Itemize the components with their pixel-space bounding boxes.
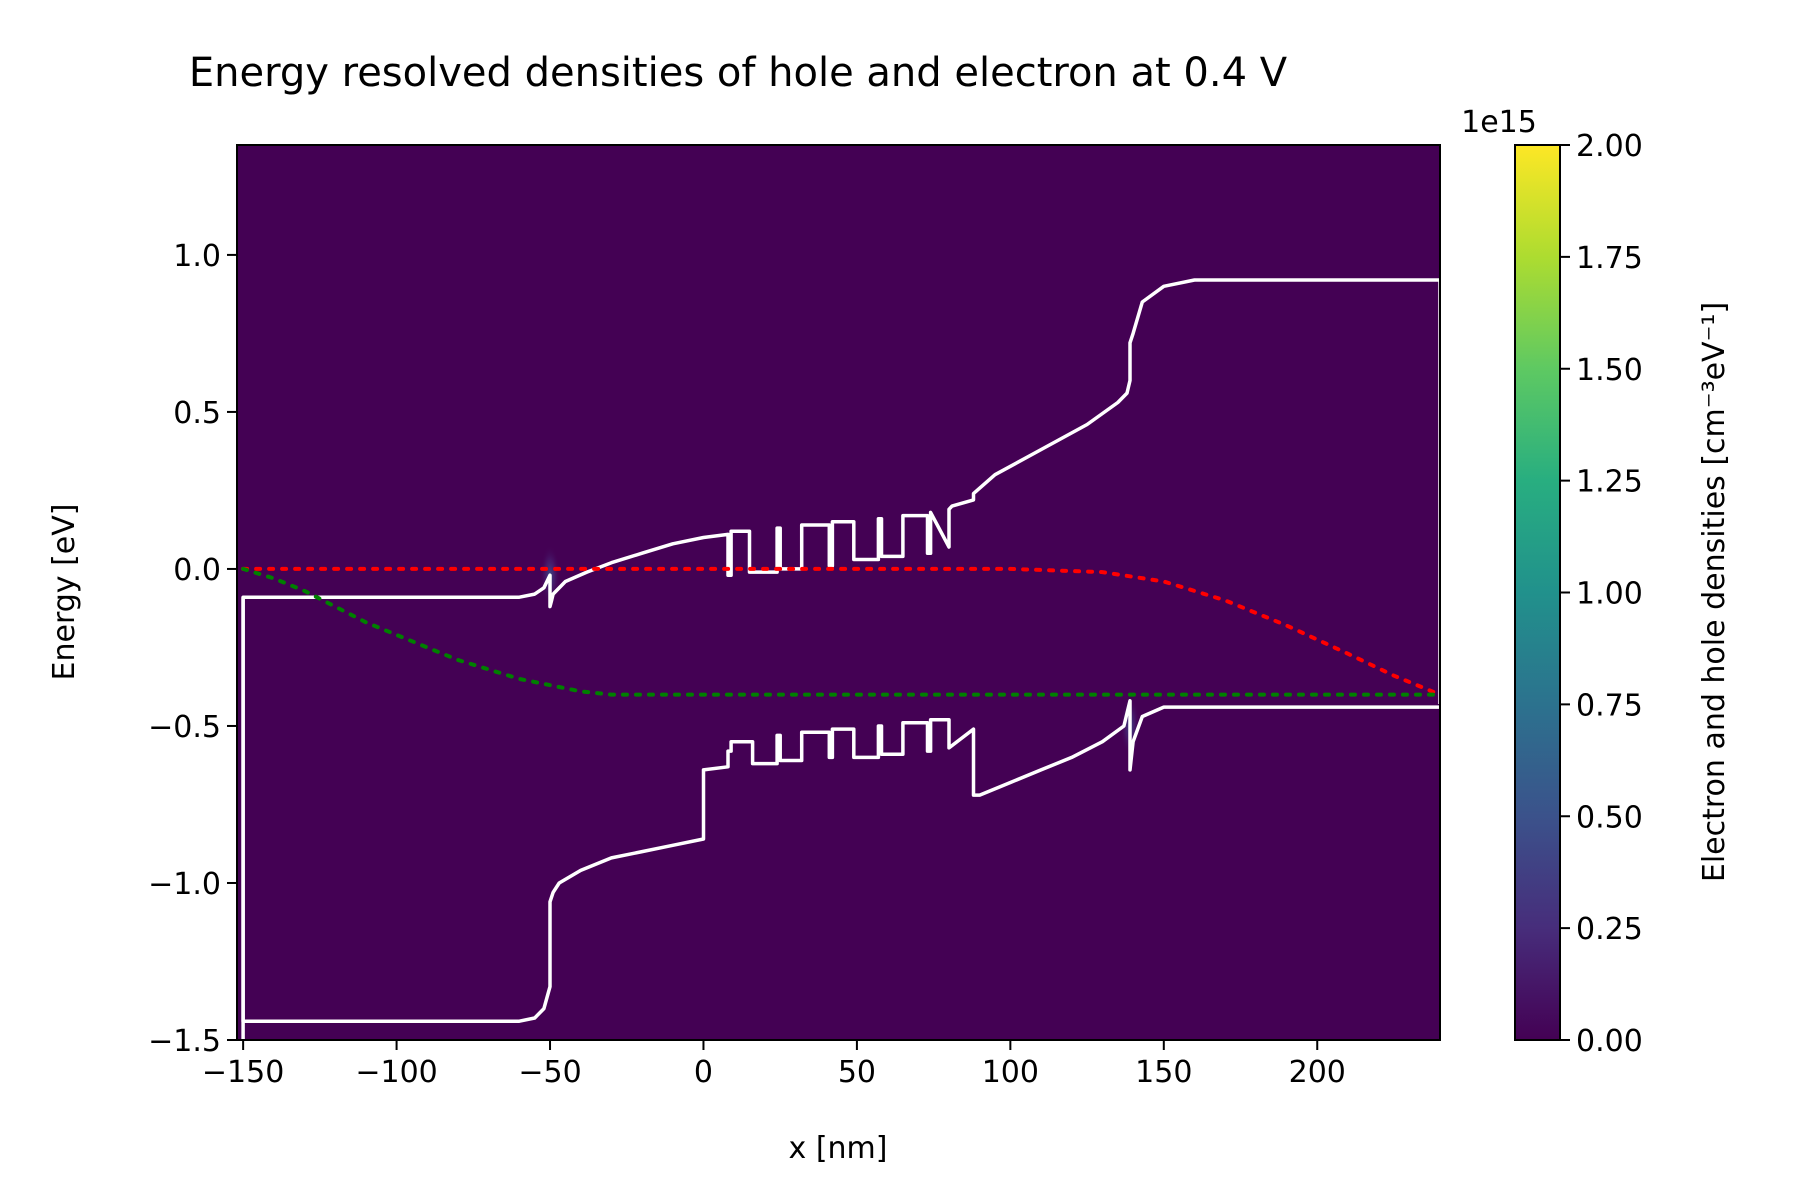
y-axis-label: Energy [eV] bbox=[47, 504, 82, 681]
conduction-band-line bbox=[241, 278, 1440, 1040]
x-axis-label: x [nm] bbox=[789, 1131, 888, 1166]
x-tick-label: 150 bbox=[1135, 1055, 1192, 1090]
colorbar-tick-label: 1.75 bbox=[1576, 241, 1643, 276]
plot-frame bbox=[236, 144, 1441, 1041]
colorbar-label: Electron and hole densities [cm⁻³eV⁻¹] bbox=[1697, 302, 1732, 882]
plot-area bbox=[237, 145, 1440, 1040]
x-tick-label: −150 bbox=[202, 1055, 284, 1090]
colorbar-tick-label: 1.50 bbox=[1576, 353, 1643, 388]
colorbar-tick-label: 0.50 bbox=[1576, 800, 1643, 835]
colorbar-multiplier: 1e15 bbox=[1461, 105, 1537, 140]
x-tick-label: −50 bbox=[518, 1055, 581, 1090]
colorbar-tick-label: 2.00 bbox=[1576, 129, 1643, 164]
hole-quasi-fermi-line bbox=[241, 566, 1440, 697]
x-tick-label: 0 bbox=[694, 1055, 713, 1090]
y-tick-label: −1.0 bbox=[148, 867, 221, 902]
colorbar-tick-label: 0.75 bbox=[1576, 688, 1643, 723]
valence-band-line bbox=[241, 597, 1440, 1023]
y-tick-label: −0.5 bbox=[148, 710, 221, 745]
colorbar-tick-label: 1.00 bbox=[1576, 577, 1643, 612]
x-tick-label: 200 bbox=[1289, 1055, 1346, 1090]
colorbar-tick-label: 1.25 bbox=[1576, 465, 1643, 500]
colorbar bbox=[1514, 144, 1561, 1041]
y-tick-label: 0.0 bbox=[173, 553, 221, 588]
x-tick-label: 100 bbox=[982, 1055, 1039, 1090]
x-tick-label: −100 bbox=[355, 1055, 437, 1090]
electron-quasi-fermi-line bbox=[241, 566, 1440, 697]
y-tick-label: 0.5 bbox=[173, 396, 221, 431]
y-tick-label: −1.5 bbox=[148, 1024, 221, 1059]
y-tick-label: 1.0 bbox=[173, 239, 221, 274]
chart-title: Energy resolved densities of hole and el… bbox=[189, 50, 1288, 96]
colorbar-tick-label: 0.25 bbox=[1576, 912, 1643, 947]
colorbar-tick-label: 0.00 bbox=[1576, 1024, 1643, 1059]
x-tick-label: 50 bbox=[838, 1055, 876, 1090]
